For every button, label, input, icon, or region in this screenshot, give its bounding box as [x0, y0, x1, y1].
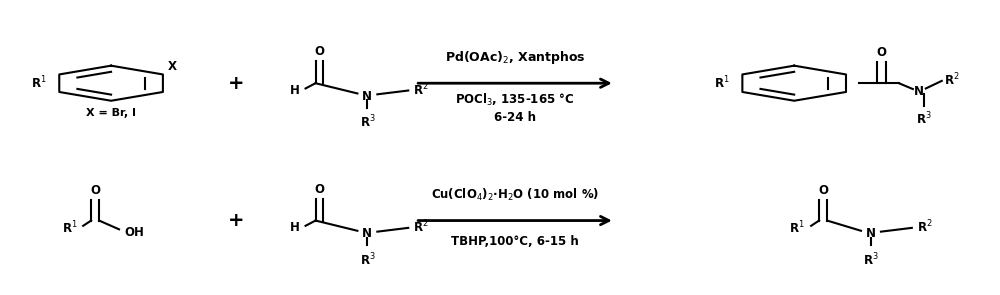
Text: N: N [362, 90, 372, 103]
Text: R$^2$: R$^2$ [944, 71, 959, 88]
Text: O: O [90, 184, 100, 197]
Text: R$^3$: R$^3$ [360, 251, 375, 268]
Text: X = Br, I: X = Br, I [86, 108, 136, 118]
Text: 6-24 h: 6-24 h [494, 111, 536, 124]
Text: N: N [362, 227, 372, 240]
Text: R$^3$: R$^3$ [863, 251, 879, 268]
Text: O: O [315, 45, 325, 58]
Text: R$^2$: R$^2$ [917, 219, 932, 235]
Text: POCl$_3$, 135-165 °C: POCl$_3$, 135-165 °C [455, 92, 575, 108]
Text: O: O [876, 46, 886, 59]
Text: TBHP,100°C, 6-15 h: TBHP,100°C, 6-15 h [451, 235, 579, 248]
Text: Cu(ClO$_4$)$_2$·H$_2$O (10 mol %): Cu(ClO$_4$)$_2$·H$_2$O (10 mol %) [431, 187, 599, 203]
Text: X: X [168, 60, 177, 73]
Text: OH: OH [124, 226, 144, 239]
Text: R$^2$: R$^2$ [413, 81, 429, 98]
Text: H: H [290, 221, 300, 234]
Text: Pd(OAc)$_2$, Xantphos: Pd(OAc)$_2$, Xantphos [445, 49, 585, 66]
Text: +: + [227, 74, 244, 93]
Text: R$^3$: R$^3$ [916, 111, 932, 127]
Text: N: N [866, 227, 876, 240]
Text: N: N [914, 86, 924, 99]
Text: O: O [818, 184, 828, 197]
Text: R$^2$: R$^2$ [413, 219, 429, 235]
Text: +: + [227, 211, 244, 230]
Text: H: H [290, 84, 300, 97]
Text: R$^1$: R$^1$ [714, 75, 729, 91]
Text: R$^1$: R$^1$ [789, 219, 805, 236]
Text: R$^1$: R$^1$ [31, 75, 46, 91]
Text: R$^1$: R$^1$ [62, 219, 77, 236]
Text: R$^3$: R$^3$ [360, 114, 375, 130]
Text: O: O [315, 183, 325, 196]
